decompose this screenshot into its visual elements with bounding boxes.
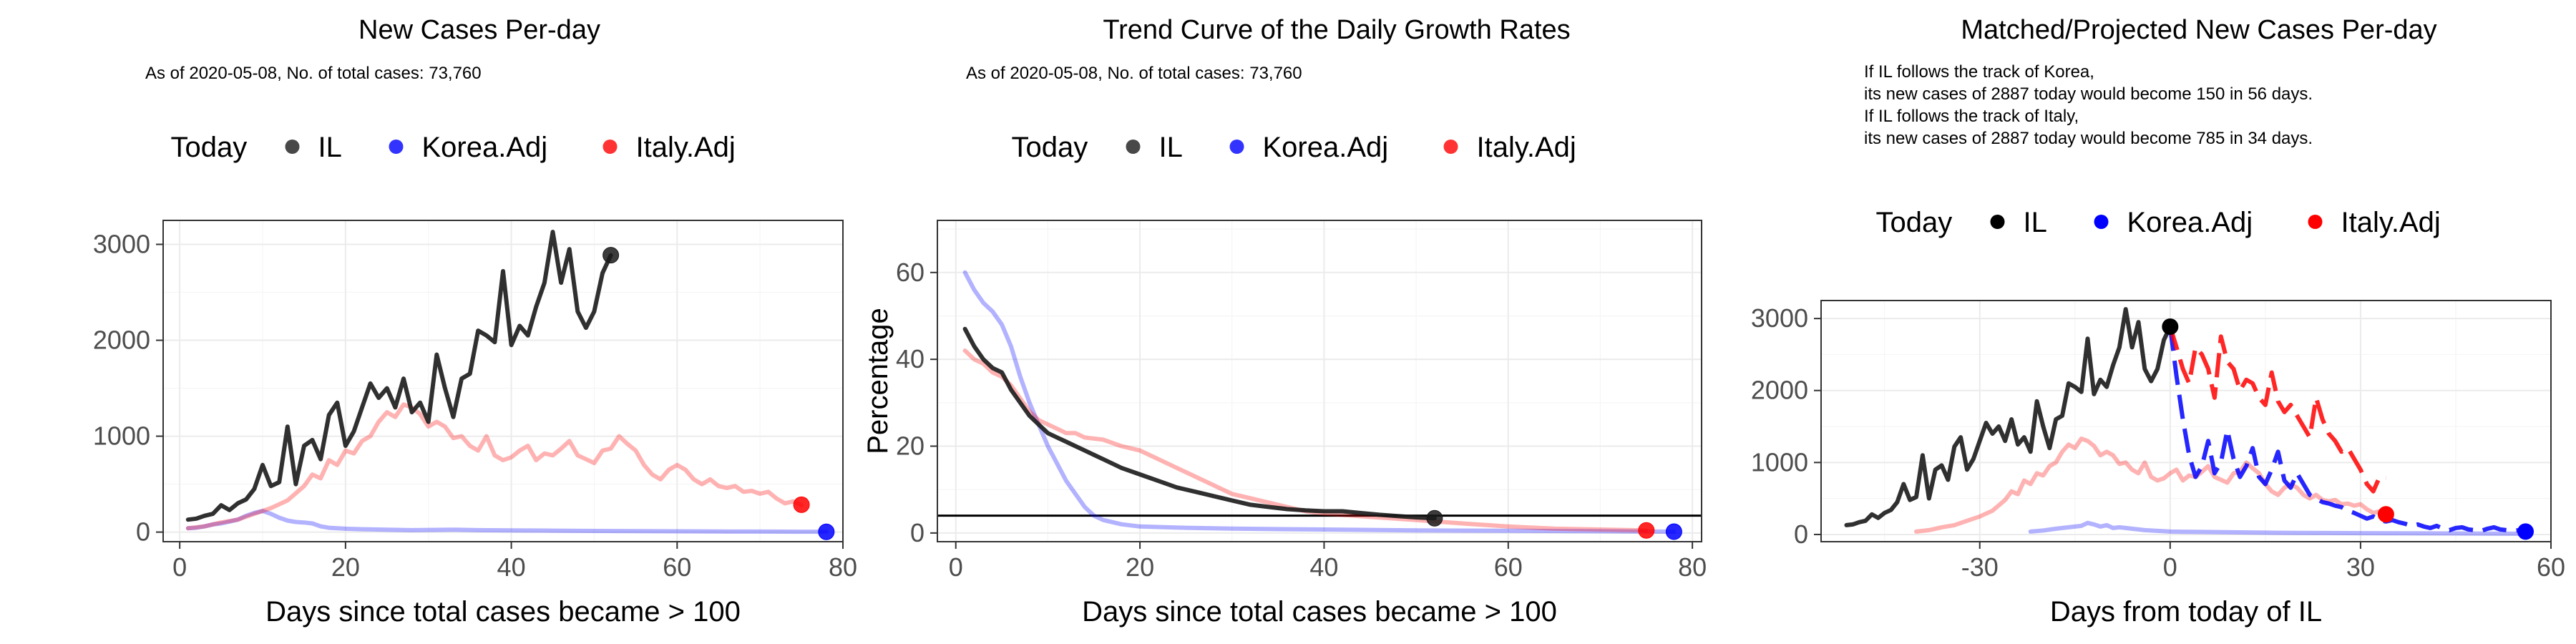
x-axis-label: Days since total cases became > 100 [1082,596,1557,628]
series-line-italy-adj [962,348,1649,533]
x-tick-label: 40 [1309,552,1338,582]
y-tick-label: 0 [1794,519,1808,549]
today-point-il [1426,509,1443,527]
today-point-korea-adj [1665,523,1682,540]
x-tick-label: 30 [2346,552,2375,582]
y-tick-label: 0 [910,518,924,547]
y-tick-label: 1000 [93,421,150,451]
series-line-korea-adj [962,270,1677,534]
legend-title: Today [1012,132,1088,163]
y-tick-label: 3000 [1751,303,1808,333]
legend-dot-korea-adj [2094,215,2109,229]
legend: Today IL Korea.Adj Italy.Adj [171,132,736,163]
series-line-italy-adj [1914,436,2389,534]
legend-dot-korea-adj [389,140,404,154]
legend-dot-il [285,140,300,154]
y-tick-label: 2000 [93,326,150,355]
y-axis-label: Percentage [862,308,894,454]
legend-label-il: IL [318,132,342,163]
x-tick-label: 0 [949,552,963,582]
chart-subtitle-line: its new cases of 2887 today would become… [1864,129,2313,148]
series-line-korea-adj [185,509,829,535]
today-point-italy-adj [1638,522,1655,539]
chart-title: New Cases Per-day [358,15,600,45]
chart-subtitle-line: its new cases of 2887 today would become… [1864,84,2313,104]
legend-label-korea-adj: Korea.Adj [422,132,548,163]
legend-dot-korea-adj [1229,140,1244,154]
y-tick-label: 2000 [1751,376,1808,405]
series-line-il [185,230,613,522]
chart-panel-3: Matched/Projected New Cases Per-day If IL… [1751,15,2565,628]
today-point-korea-adj [818,523,835,540]
panel-border [937,220,1702,542]
x-tick-label: 40 [497,552,526,582]
today-point-il [2162,318,2179,336]
legend-dot-il [1126,140,1141,154]
x-tick-label: 80 [829,552,857,582]
chart-subtitle: As of 2020-05-08, No. of total cases: 73… [145,64,482,83]
x-tick-label: 60 [2537,552,2565,582]
x-axis-label: Days from today of IL [2050,596,2322,628]
legend-label-korea-adj: Korea.Adj [1263,132,1389,163]
y-tick-label: 1000 [1751,447,1808,477]
chart-subtitle-line: If IL follows the track of Italy, [1864,107,2079,126]
legend-dot-italy-adj [602,140,618,154]
plot-area [1844,307,2528,536]
panel-border [162,220,844,542]
legend-dot-italy-adj [1443,140,1458,154]
legend: Today IL Korea.Adj Italy.Adj [1012,132,1576,163]
x-tick-label: 0 [2163,552,2177,582]
plot-area [937,270,1702,534]
chart-subtitle: As of 2020-05-08, No. of total cases: 73… [966,64,1302,83]
legend-dot-il [1990,215,2005,229]
grid [163,220,844,542]
legend-dot-italy-adj [2308,215,2323,229]
chart-panel-1: New Cases Per-day As of 2020-05-08, No. o… [93,15,857,628]
x-axis-label: Days since total cases became > 100 [265,596,741,628]
chart-panel-2: Trend Curve of the Daily Growth Rates As … [862,15,1707,628]
chart-title: Trend Curve of the Daily Growth Rates [1103,15,1570,45]
legend: Today IL Korea.Adj Italy.Adj [1876,207,2441,238]
grid [1821,301,2552,542]
chart-subtitle-line: If IL follows the track of Korea, [1864,62,2094,82]
today-point-italy-adj [793,496,810,513]
plot-area [185,230,829,535]
y-tick-label: 0 [136,517,150,547]
chart-title: Matched/Projected New Cases Per-day [1961,15,2436,45]
series-line-korea-adj [2028,520,2528,536]
y-tick-label: 40 [896,344,924,374]
series-line-italy-adj-projected [2167,326,2386,494]
today-point-il [602,247,620,264]
legend-title: Today [1876,207,1953,238]
legend-label-italy-adj: Italy.Adj [636,132,736,163]
y-tick-label: 3000 [93,230,150,259]
x-tick-label: 80 [1678,552,1707,582]
x-tick-label: -30 [1961,552,1999,582]
x-tick-label: 20 [331,552,360,582]
legend-label-italy-adj: Italy.Adj [1477,132,1576,163]
y-tick-label: 20 [896,431,924,461]
panel-border [1820,300,2552,542]
legend-label-italy-adj: Italy.Adj [2341,207,2441,238]
x-tick-label: 60 [1494,552,1523,582]
today-point-korea-adj [2517,523,2534,540]
today-point-italy-adj [2377,506,2394,523]
x-tick-label: 0 [172,552,187,582]
legend-label-il: IL [2024,207,2047,238]
series-line-il [962,326,1437,521]
series-line-korea-adj-projected [2167,326,2527,534]
legend-label-il: IL [1159,132,1183,163]
x-tick-label: 20 [1126,552,1154,582]
y-tick-label: 60 [896,258,924,287]
legend-label-korea-adj: Korea.Adj [2127,207,2253,238]
x-tick-label: 60 [663,552,691,582]
grid [937,220,1702,542]
legend-title: Today [171,132,248,163]
series-line-il [1844,307,2172,527]
series-line-italy-adj [185,402,804,531]
